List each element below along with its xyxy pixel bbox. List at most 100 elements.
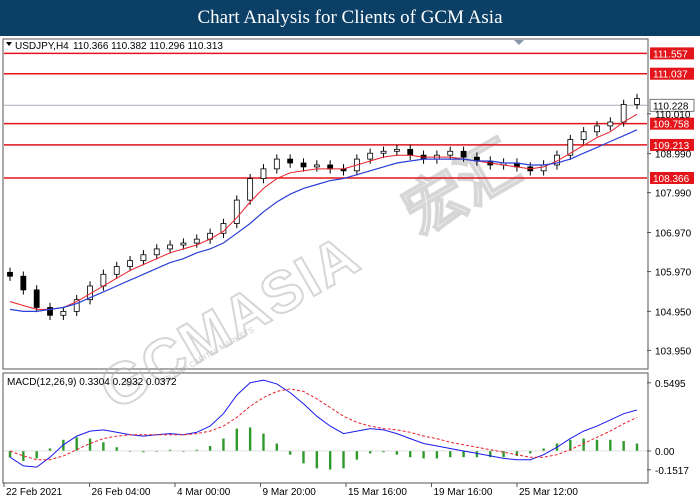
macd-bar (622, 441, 625, 451)
level-label-1: 111.037 (653, 70, 688, 81)
macd-bar (382, 450, 385, 453)
macd-bar (115, 447, 118, 451)
macd-bar (609, 439, 612, 451)
candle (60, 306, 67, 320)
time-tick-4: 15 Mar 16:00 (348, 487, 407, 498)
macd-y-ticks: 0.5495 0.00 -0.1517 (647, 379, 689, 477)
macd-bar (435, 450, 439, 459)
time-tick-6: 25 Mar 12:00 (519, 487, 578, 498)
price-tick-6: 103.950 (655, 346, 692, 357)
candle (167, 240, 173, 254)
level-tag-1 (650, 67, 694, 80)
price-tick-0: 110.010 (655, 110, 691, 121)
candle (140, 250, 147, 266)
candle (153, 244, 160, 260)
macd-bar (182, 450, 185, 452)
candle (233, 195, 240, 229)
price-tick-2: 107.990 (655, 189, 692, 200)
level-tag-3 (650, 138, 694, 151)
candle (300, 158, 307, 172)
macd-bar (142, 450, 145, 453)
macd-bar (195, 449, 198, 451)
level-labels: 111.557 111.037 109.758 109.213 108.366 110.2… (649, 47, 695, 185)
candle (380, 146, 387, 158)
candle (313, 160, 320, 172)
price-tick-4: 105.970 (655, 268, 692, 279)
candle (273, 154, 280, 174)
macd-bar (222, 438, 225, 451)
candle (7, 267, 13, 281)
candle (260, 164, 267, 184)
macd-bar (502, 450, 505, 458)
level-tag-4 (650, 171, 694, 184)
macd-bar (595, 439, 599, 451)
candle (447, 146, 454, 160)
ma-short-line (9, 113, 638, 310)
macd-bar (515, 450, 519, 456)
macd-bar (235, 428, 238, 451)
level-label-4: 108.366 (653, 174, 690, 185)
level-label-3: 109.213 (653, 141, 690, 152)
macd-bar (155, 450, 158, 452)
symbol-label[interactable]: USDJPY,H4 (15, 41, 69, 52)
macd-bar (22, 450, 25, 461)
ma-long-line (9, 129, 638, 312)
candle (567, 134, 574, 160)
macd-histogram (8, 427, 639, 470)
macd-bar (395, 450, 399, 455)
macd-bar (128, 450, 132, 452)
current-price-tag (649, 98, 695, 112)
macd-bar (342, 450, 345, 469)
time-axis: 22 Feb 2021 26 Feb 04:00 4 Mar 00:00 9 Mar … (3, 483, 578, 498)
macd-tick-2: -0.1517 (655, 466, 689, 477)
macd-bar (315, 450, 319, 469)
macd-bar (475, 450, 479, 458)
macd-bar (635, 443, 639, 451)
macd-bar (569, 439, 572, 451)
macd-bar (462, 450, 465, 458)
candle (287, 154, 294, 168)
macd-bar (409, 450, 412, 458)
candle (20, 271, 27, 295)
symbol-dropdown-icon[interactable] (6, 42, 12, 46)
macd-bar (542, 448, 545, 451)
macd-bar (368, 450, 372, 454)
macd-bar (422, 450, 425, 459)
macd-panel-frame (2, 372, 649, 484)
macd-bar (302, 450, 305, 464)
macd-bar (168, 449, 172, 451)
candle (247, 173, 254, 205)
macd-bar (8, 450, 12, 458)
candle (607, 117, 614, 131)
price-tick-1: 108.990 (655, 150, 692, 161)
macd-bar (489, 450, 492, 458)
macd-bar (328, 450, 332, 470)
macd-bar (48, 448, 52, 451)
macd-label: MACD(12,26,9) 0.3304 0.2932 0.0372 (7, 377, 177, 388)
macd-bar (262, 433, 265, 451)
candle (33, 285, 40, 313)
time-tick-1: 26 Feb 04:00 (92, 487, 151, 498)
horizontal-levels (4, 52, 647, 179)
price-tick-3: 106.970 (655, 229, 692, 240)
macd-bar (102, 442, 105, 451)
chart-shift-marker[interactable] (514, 40, 524, 45)
time-tick-0: 22 Feb 2021 (6, 487, 63, 498)
price-panel-frame (2, 38, 649, 370)
macd-bar (275, 443, 279, 451)
level-tag-2 (650, 117, 694, 130)
time-tick-3: 9 Mar 20:00 (263, 487, 317, 498)
candle (127, 255, 133, 272)
level-label-2: 109.758 (653, 120, 690, 131)
signal-line (9, 388, 638, 461)
macd-bar (288, 450, 292, 455)
macd-bar (248, 427, 252, 451)
macd-bar (355, 450, 359, 460)
candle (634, 93, 640, 110)
candle (113, 261, 120, 279)
macd-tick-1: 0.00 (655, 447, 675, 458)
level-tag-0 (650, 47, 694, 60)
chart-area: GCMASIA 宏汇 GOLDEN CAPITAL MARKETS 111.55… (2, 38, 695, 498)
macd-line (9, 379, 638, 468)
macd-tick-0: 0.5495 (655, 379, 686, 390)
